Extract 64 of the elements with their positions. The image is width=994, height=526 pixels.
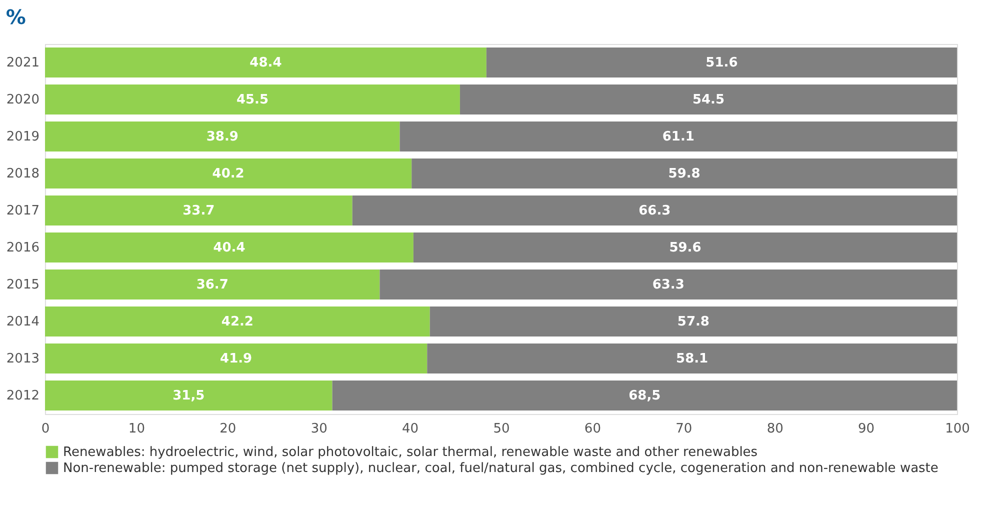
- x-tick-label: 20: [220, 422, 236, 436]
- data-label: 36.7: [196, 278, 228, 292]
- bar: [400, 122, 957, 152]
- data-label: 40.4: [213, 240, 246, 256]
- data-label: 31,5: [172, 388, 205, 404]
- data-label: 40.2: [212, 166, 244, 182]
- y-tick-label: 2015: [6, 278, 40, 292]
- x-tick-label: 100: [945, 422, 970, 436]
- x-tick-label: 70: [676, 422, 692, 436]
- y-tick-label: 2012: [6, 388, 40, 404]
- bar: [45, 270, 380, 300]
- bar: [45, 122, 400, 152]
- data-label: 42.2: [221, 314, 254, 330]
- y-tick-label: 2020: [6, 92, 40, 108]
- chart-title: %: [6, 5, 26, 29]
- bar: [413, 232, 957, 262]
- bar: [45, 380, 332, 410]
- data-label: 33.7: [182, 204, 215, 218]
- bar: [427, 344, 957, 374]
- data-label: 41.9: [220, 352, 252, 366]
- y-tick-label: 2019: [6, 130, 40, 144]
- legend-label: Non-renewable: pumped storage (net supply), nuclear, coal, fuel/natural gas, combined cycle, cogeneration and non-renewable waste: [63, 461, 938, 476]
- x-tick-label: 50: [493, 422, 510, 436]
- bar: [352, 196, 957, 226]
- bar: [45, 84, 460, 114]
- legend-label: Renewables: hydroelectric, wind, solar photovoltaic, solar thermal, renewable waste and other renewables: [63, 445, 758, 460]
- bar: [460, 84, 957, 114]
- data-label: 38.9: [206, 130, 238, 144]
- bar: [45, 232, 414, 262]
- bar: [380, 270, 957, 300]
- y-tick-label: 2018: [6, 166, 40, 182]
- y-tick-label: 2016: [6, 240, 40, 256]
- data-label: 63.3: [652, 278, 684, 292]
- x-tick-label: 60: [584, 422, 601, 436]
- bar: [332, 380, 957, 410]
- data-label: 45.5: [236, 92, 269, 108]
- y-tick-label: 2013: [6, 352, 40, 366]
- x-tick-label: 80: [766, 422, 784, 436]
- x-tick-label: 0: [41, 422, 50, 436]
- data-label: 58.1: [676, 352, 708, 366]
- data-label: 66.3: [638, 204, 671, 218]
- bar: [412, 158, 957, 188]
- data-label: 48.4: [250, 56, 282, 70]
- data-label: 54.5: [692, 92, 725, 108]
- bar: [45, 196, 352, 226]
- bar: [430, 306, 957, 336]
- x-tick-label: 10: [128, 422, 145, 436]
- bar: [45, 158, 412, 188]
- y-tick-label: 2021: [6, 56, 40, 70]
- bar: [486, 48, 957, 78]
- bar: [45, 306, 430, 336]
- data-label: 57.8: [677, 314, 710, 330]
- x-tick-label: 40: [402, 422, 419, 436]
- data-label: 51.6: [706, 56, 738, 70]
- bar: [45, 48, 486, 78]
- x-tick-label: 90: [858, 422, 875, 436]
- data-label: 68,5: [628, 388, 661, 404]
- x-tick-label: 30: [310, 422, 328, 436]
- y-tick-label: 2014: [6, 314, 40, 330]
- data-label: 61.1: [662, 130, 694, 144]
- y-tick-label: 2017: [6, 204, 40, 218]
- data-label: 59.6: [669, 240, 702, 256]
- bar: [45, 344, 428, 374]
- data-label: 59.8: [668, 166, 700, 182]
